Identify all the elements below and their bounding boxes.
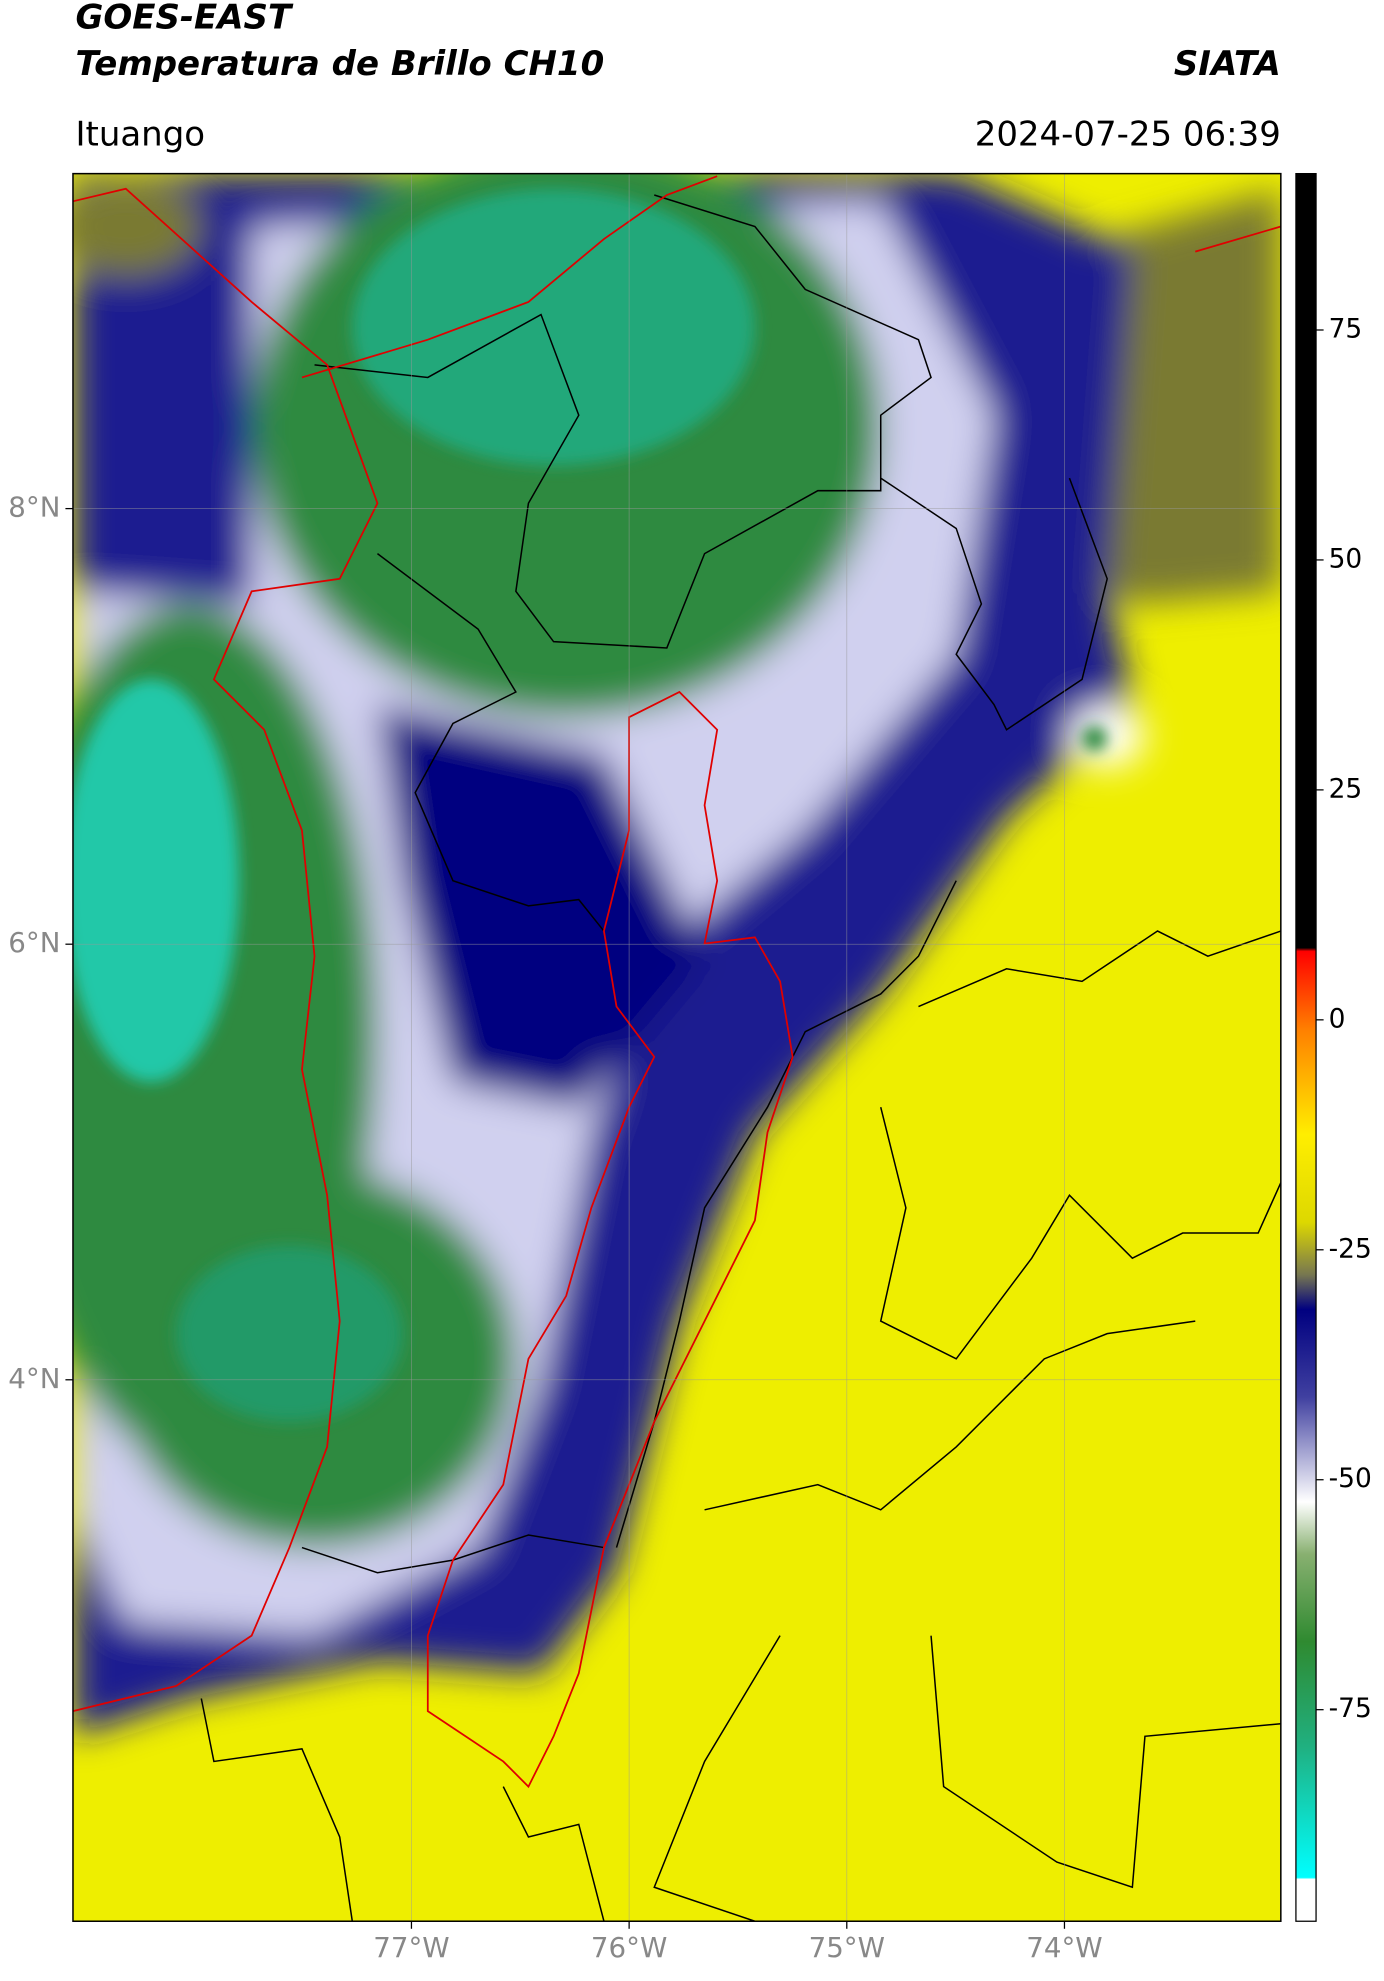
timestamp: 2024-07-25 06:39 (975, 114, 1281, 154)
location: Ituango (75, 114, 205, 154)
colorbar-tick-label: 75 (1329, 313, 1363, 344)
y-tick-label: 8°N (8, 491, 60, 524)
x-tick-label: 77°W (373, 1931, 449, 1964)
x-tick-label: 76°W (591, 1931, 667, 1964)
colorbar-tick-label: -25 (1329, 1233, 1372, 1264)
y-tick-label: 6°N (8, 926, 60, 959)
colorbar (1295, 172, 1317, 1922)
map-frame (72, 172, 1282, 1922)
y-tick-label: 4°N (8, 1362, 60, 1395)
subtitle: Temperatura de Brillo CH10 (75, 44, 604, 84)
title: GOES-EAST (75, 0, 293, 37)
x-tick-label: 74°W (1026, 1931, 1102, 1964)
map-imagery (72, 173, 1281, 1922)
colorbar-tick-label: 0 (1329, 1003, 1346, 1034)
colorbar-tick-label: 50 (1329, 543, 1363, 574)
grid (72, 173, 1281, 1922)
x-tick-label: 75°W (809, 1931, 885, 1964)
colorbar-tick-label: 25 (1329, 773, 1363, 804)
source: SIATA (1174, 44, 1281, 84)
colorbar-tick-label: -50 (1329, 1463, 1372, 1494)
colorbar-tick-label: -75 (1329, 1693, 1372, 1724)
